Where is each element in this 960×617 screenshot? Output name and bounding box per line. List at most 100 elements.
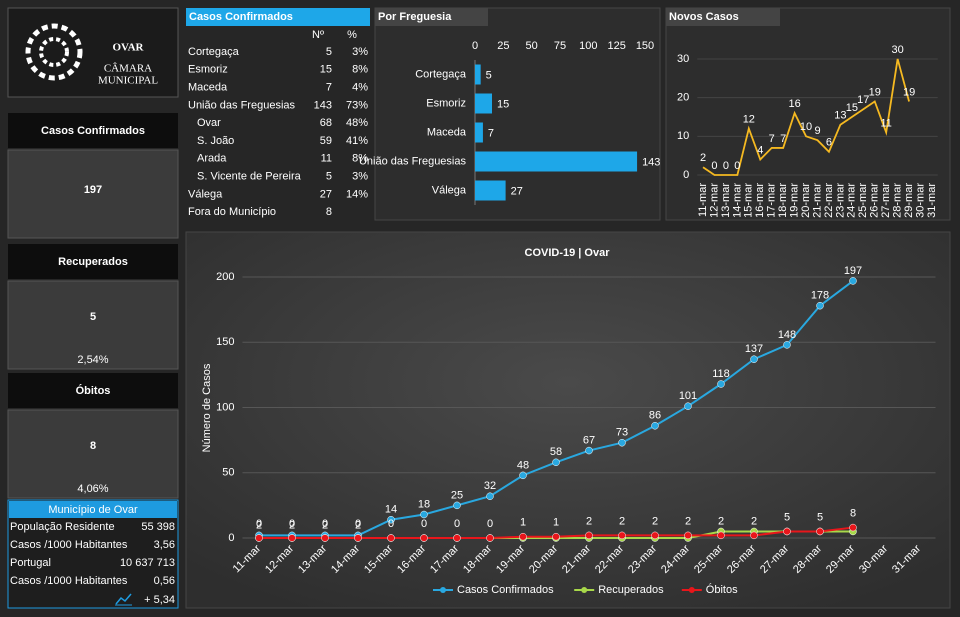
- data-label: 11: [880, 117, 891, 129]
- kpi-title-bar: [8, 113, 178, 148]
- point: [618, 438, 626, 447]
- bar-label: 27: [511, 185, 523, 197]
- table-row-name: Esmoriz: [188, 64, 228, 76]
- data-label: 17: [857, 94, 869, 106]
- data-label: 0: [454, 518, 460, 530]
- point: [255, 534, 263, 542]
- x-tick-label: 100: [579, 40, 597, 52]
- data-label: 18: [418, 498, 430, 510]
- x-tick-label: 23-mar: [834, 183, 846, 218]
- point: [486, 534, 494, 542]
- x-tick-label: 30-mar: [914, 183, 926, 218]
- table-row-pct: 48%: [346, 117, 368, 129]
- data-label: 0: [711, 160, 717, 172]
- data-label: 73: [616, 427, 628, 439]
- trend-value: + 5,34: [144, 594, 175, 606]
- point: [585, 446, 593, 455]
- point: [387, 534, 395, 542]
- panel-title: Por Freguesia: [378, 11, 452, 23]
- point: [816, 301, 824, 310]
- table-row-name: Cortegaça: [188, 46, 240, 58]
- y-tick-label: 150: [216, 336, 234, 348]
- municipio-value: 10 637 713: [120, 557, 175, 569]
- table-row-n: 7: [326, 82, 332, 94]
- data-label: 15: [846, 102, 858, 114]
- category-label: Maceda: [427, 126, 467, 138]
- data-label: 13: [834, 110, 846, 122]
- data-label: 118: [712, 368, 730, 380]
- data-label: 2: [256, 519, 262, 531]
- data-label: 0: [723, 160, 729, 172]
- bar: [475, 64, 481, 85]
- table-row-pct: 73%: [346, 99, 368, 111]
- panel: [665, 7, 951, 221]
- category-label: Válega: [432, 184, 467, 196]
- kpi-title-bar: [8, 244, 178, 279]
- y-tick-label: 10: [677, 130, 689, 142]
- x-tick-label: 26-mar: [869, 183, 881, 218]
- data-label: 197: [844, 265, 862, 277]
- data-label: 2: [685, 515, 691, 527]
- point: [750, 355, 758, 363]
- trend-icon: [115, 593, 132, 605]
- x-tick-label: 15-mar: [743, 183, 755, 218]
- table-row-pct: 8%: [352, 153, 368, 165]
- point: [486, 492, 494, 500]
- table-row-name: União das Freguesias: [188, 99, 296, 111]
- point: [618, 531, 626, 540]
- logo-text: CÂMARA: [104, 63, 152, 75]
- series-line: [702, 58, 910, 176]
- legend-marker: [581, 587, 588, 593]
- data-label: 2: [289, 519, 295, 531]
- x-tick-label: 29-mar: [903, 183, 915, 218]
- kpi-title: Casos Confirmados: [41, 125, 145, 137]
- point: [519, 471, 527, 480]
- bar-label: 5: [486, 69, 492, 81]
- point: [783, 341, 791, 349]
- logo-box: [7, 7, 179, 98]
- table-row-n: 15: [320, 64, 332, 76]
- x-tick-label: 25: [497, 40, 509, 52]
- x-tick-label: 25-mar: [857, 183, 869, 218]
- kpi-value: 8: [90, 440, 96, 452]
- x-tick-label: 17-mar: [766, 183, 778, 218]
- point: [420, 534, 428, 542]
- municipio-label: Portugal: [10, 557, 51, 569]
- data-label: 2: [619, 515, 625, 527]
- kpi-note: 4,06%: [77, 483, 108, 495]
- x-tick-label: 27-mar: [880, 183, 892, 218]
- x-tick-label: 18-mar: [777, 183, 789, 218]
- data-label: 4: [757, 144, 763, 156]
- panel: [374, 7, 661, 221]
- data-label: 7: [780, 133, 786, 145]
- logo-text: OVAR: [113, 42, 145, 54]
- table-row-n: 27: [320, 188, 332, 200]
- legend-marker: [440, 587, 446, 593]
- data-label: 2: [322, 519, 328, 531]
- table-header: Nº: [312, 29, 324, 41]
- bar-label: 7: [488, 127, 494, 139]
- table-row-n: 11: [321, 153, 332, 165]
- data-label: 0: [256, 518, 262, 530]
- table-row-pct: 3%: [352, 171, 368, 183]
- data-label: 48: [517, 459, 529, 471]
- x-tick-label: 0: [472, 40, 478, 52]
- point: [717, 380, 725, 388]
- kpi-body: [7, 409, 179, 499]
- point: [519, 532, 527, 541]
- data-label: 0: [734, 160, 740, 172]
- point: [849, 523, 857, 532]
- table-row-pct: 41%: [346, 135, 368, 147]
- data-label: 32: [484, 480, 496, 492]
- legend-label: Óbitos: [706, 583, 738, 596]
- data-label: 0: [322, 518, 328, 530]
- point: [453, 501, 461, 510]
- data-label: 16: [788, 98, 800, 110]
- kpi-body: [7, 149, 179, 239]
- table-row-name: Fora do Município: [188, 206, 276, 218]
- table-row-name: Arada: [197, 153, 227, 165]
- table-row-pct: 3%: [352, 46, 368, 58]
- point: [816, 527, 824, 536]
- data-label: 2: [355, 519, 361, 531]
